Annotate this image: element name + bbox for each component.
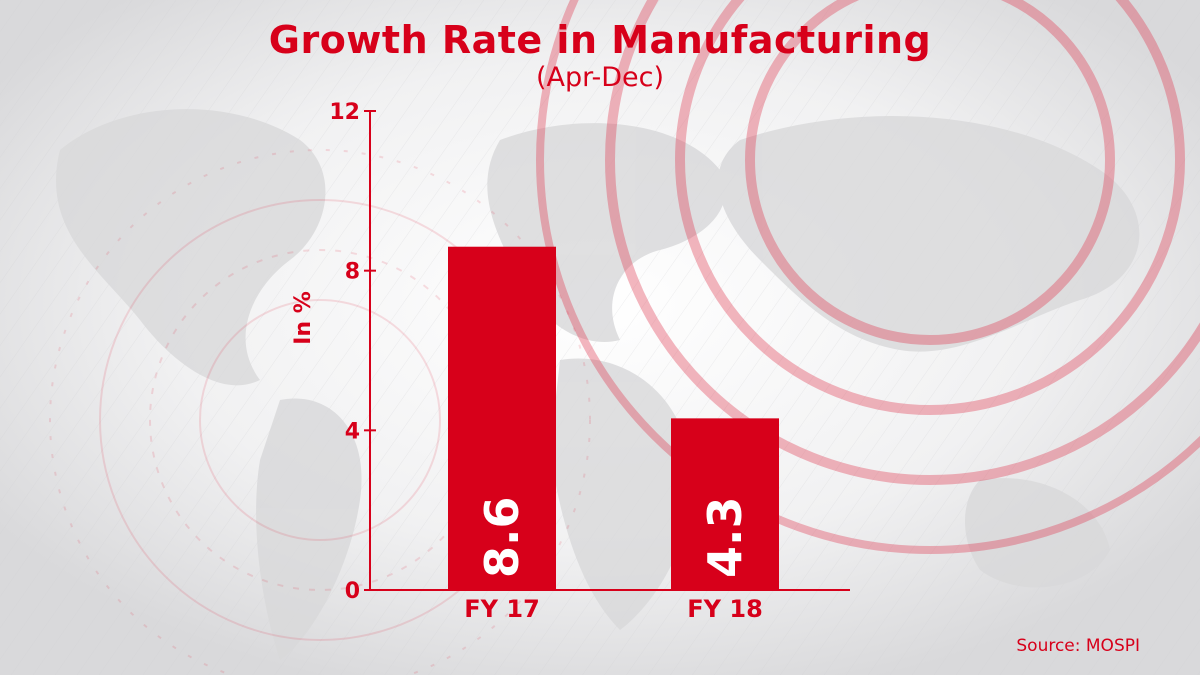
y-tick-label: 0 [345,579,360,604]
y-tick-label: 8 [345,260,360,285]
bar [448,246,556,590]
chart-subtitle: (Apr-Dec) [535,62,665,93]
bar-data-label: 4.3 [698,497,752,579]
y-axis-label: In % [291,291,316,345]
y-tick-label: 4 [345,419,360,444]
source-note: Source: MOSPI [1016,636,1140,656]
bar-data-label: 8.6 [475,497,529,579]
y-tick-label: 12 [329,100,360,125]
bar [671,418,779,590]
x-tick-label: FY 17 [464,595,540,623]
chart-title: Growth Rate in Manufacturing [268,18,932,62]
x-tick-label: FY 18 [687,595,763,623]
